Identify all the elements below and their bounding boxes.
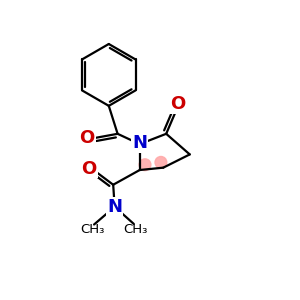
Circle shape (139, 159, 151, 171)
Text: N: N (132, 134, 147, 152)
Text: O: O (81, 160, 97, 178)
Text: O: O (80, 129, 94, 147)
Circle shape (155, 157, 167, 168)
Text: O: O (170, 95, 186, 113)
Text: N: N (107, 198, 122, 216)
Text: CH₃: CH₃ (80, 223, 105, 236)
Text: CH₃: CH₃ (123, 223, 148, 236)
